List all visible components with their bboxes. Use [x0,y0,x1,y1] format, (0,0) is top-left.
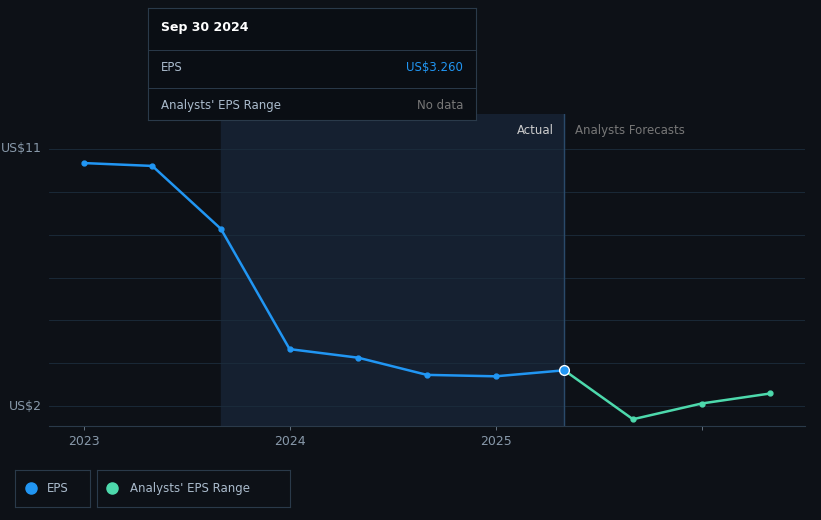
Text: Actual: Actual [517,124,554,137]
Text: EPS: EPS [161,60,182,73]
Text: Analysts' EPS Range: Analysts' EPS Range [161,99,281,112]
Text: Analysts' EPS Range: Analysts' EPS Range [130,482,250,495]
Text: Analysts Forecasts: Analysts Forecasts [575,124,685,137]
Text: EPS: EPS [47,482,68,495]
Bar [221,114,564,426]
Text: Sep 30 2024: Sep 30 2024 [161,21,249,34]
Text: No data: No data [417,99,463,112]
Text: US$11: US$11 [1,142,42,155]
Text: US$2: US$2 [9,400,42,413]
Text: US$3.260: US$3.260 [406,60,463,73]
